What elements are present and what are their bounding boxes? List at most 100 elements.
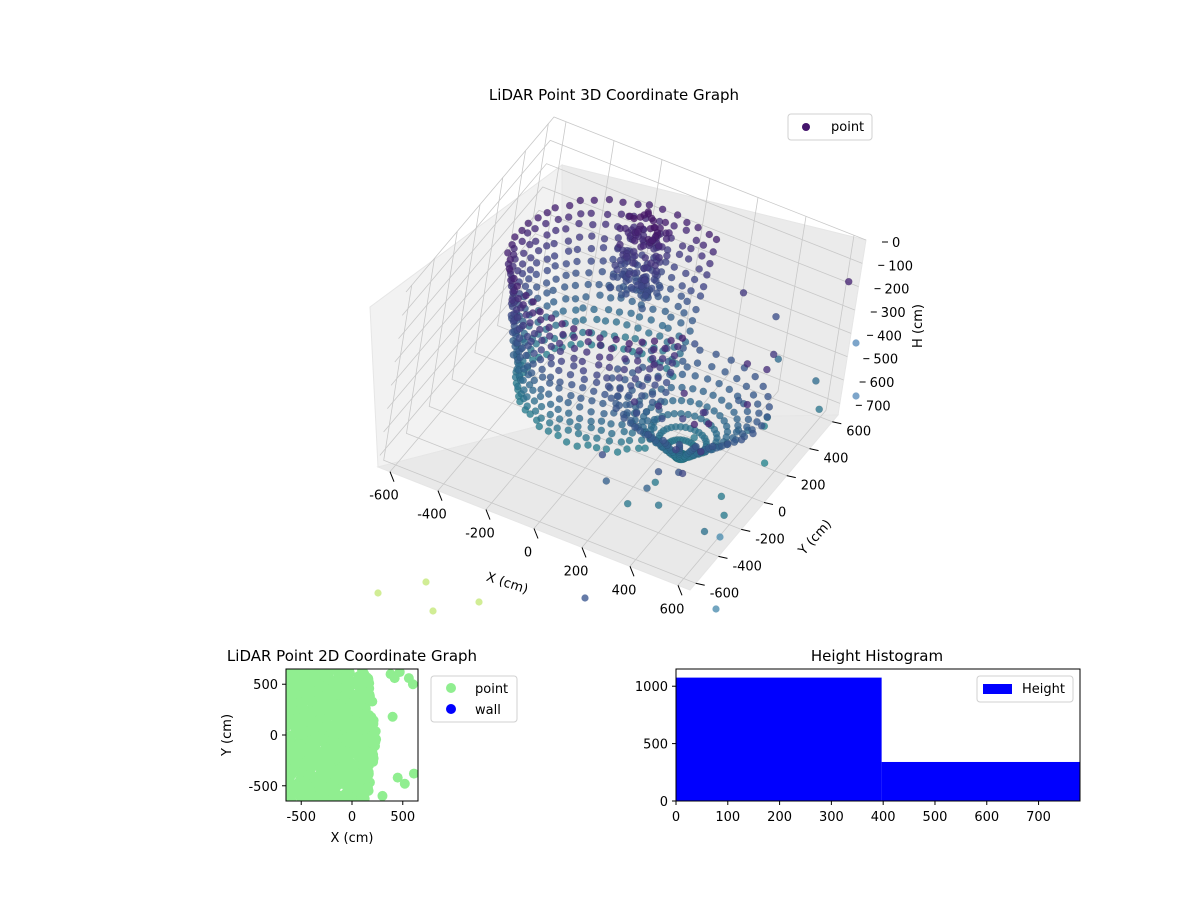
- point-3d: [593, 371, 601, 379]
- point-3d: [656, 332, 664, 340]
- point-2d: [295, 767, 306, 778]
- point-3d: [689, 384, 697, 393]
- point-3d: [629, 259, 637, 267]
- point-3d: [601, 317, 610, 325]
- point-3d: [656, 283, 664, 292]
- point-3d: [572, 306, 580, 314]
- point-3d: [691, 340, 699, 348]
- point-3d: [550, 239, 558, 248]
- point-3d: [656, 363, 664, 372]
- point-3d: [604, 305, 613, 314]
- y-tick-mark-3d: [718, 555, 728, 559]
- point-3d-outlier: [852, 392, 860, 400]
- point-3d: [654, 374, 662, 382]
- point-3d: [573, 245, 582, 254]
- point-3d: [527, 369, 536, 377]
- point-3d: [605, 195, 614, 204]
- point-2d: [318, 694, 329, 705]
- point-3d: [536, 315, 545, 324]
- point-3d: [544, 390, 553, 398]
- point-3d: [596, 334, 604, 342]
- point-3d: [715, 379, 723, 388]
- point-3d: [551, 203, 560, 212]
- point-2d: [348, 782, 359, 793]
- point-3d: [597, 426, 606, 435]
- point-3d: [727, 356, 736, 365]
- point-3d: [603, 210, 612, 219]
- y-tick-mark-3d: [786, 475, 796, 479]
- point-2d: [342, 760, 353, 771]
- chart-3d-legend: point: [787, 113, 873, 141]
- point-3d: [708, 362, 716, 371]
- point-3d: [522, 291, 530, 300]
- point-3d: [743, 400, 752, 409]
- chart-3d-title: LiDAR Point 3D Coordinate Graph: [489, 86, 739, 104]
- point-3d: [734, 396, 743, 405]
- point-3d: [551, 262, 560, 270]
- point-3d: [637, 282, 646, 290]
- point-3d-outlier: [429, 607, 437, 615]
- x-tick-label-3d: 600: [660, 602, 685, 617]
- point-2d: [309, 705, 320, 716]
- point-3d: [552, 275, 560, 284]
- point-3d: [650, 360, 658, 369]
- point-3d: [519, 300, 528, 309]
- point-2d: [358, 678, 369, 689]
- point-3d: [514, 294, 523, 303]
- point-3d: [510, 274, 518, 283]
- point-3d: [558, 320, 566, 328]
- point-3d: [536, 355, 545, 364]
- point-3d: [697, 447, 705, 456]
- point-2d: [349, 715, 360, 726]
- point-3d: [522, 351, 531, 360]
- point-3d: [699, 387, 708, 396]
- point-3d: [547, 314, 556, 322]
- point-3d: [678, 282, 687, 290]
- point-3d: [642, 408, 651, 416]
- point-3d: [536, 392, 545, 401]
- point-2d: [339, 722, 350, 733]
- point-3d: [508, 240, 516, 249]
- y-tick-label-2d: -500: [248, 780, 278, 795]
- point-2d: [337, 790, 348, 801]
- point-3d: [670, 263, 679, 271]
- point-2d: [357, 669, 368, 676]
- y-tick-mark-3d: [763, 502, 774, 505]
- point-3d: [720, 511, 728, 520]
- point-2d: [357, 716, 368, 727]
- point-3d: [530, 397, 539, 405]
- point-3d: [662, 295, 671, 304]
- x-tick-mark-3d: [533, 528, 539, 539]
- point-3d: [636, 427, 644, 435]
- point-3d: [737, 435, 746, 444]
- point-3d: [605, 363, 614, 372]
- point-3d: [662, 388, 670, 397]
- point-3d: [682, 226, 691, 235]
- y-tick-mark-3d: [809, 448, 819, 452]
- point-3d: [703, 271, 711, 279]
- histogram-title: Height Histogram: [811, 647, 943, 665]
- point-3d: [542, 279, 551, 287]
- point-3d: [631, 237, 639, 245]
- point-3d-outlier: [475, 598, 483, 606]
- point-3d: [645, 329, 653, 337]
- point-3d: [638, 382, 647, 390]
- point-3d: [632, 409, 641, 418]
- point-3d: [628, 297, 637, 306]
- point-2d: [306, 763, 316, 773]
- point-3d: [764, 392, 772, 401]
- y-tick-label-2d: 0: [270, 729, 278, 744]
- point-2d: [364, 710, 375, 721]
- grid-line-y: [474, 177, 787, 476]
- point-3d: [543, 208, 552, 217]
- point-3d: [759, 382, 768, 391]
- point-3d: [506, 255, 515, 264]
- point-3d: [647, 214, 656, 223]
- point-3d: [760, 459, 769, 467]
- point-3d: [612, 404, 620, 413]
- point-3d: [634, 324, 642, 332]
- point-3d: [564, 398, 573, 407]
- point-3d: [651, 478, 660, 487]
- point-3d: [550, 252, 559, 260]
- point-3d: [637, 436, 646, 445]
